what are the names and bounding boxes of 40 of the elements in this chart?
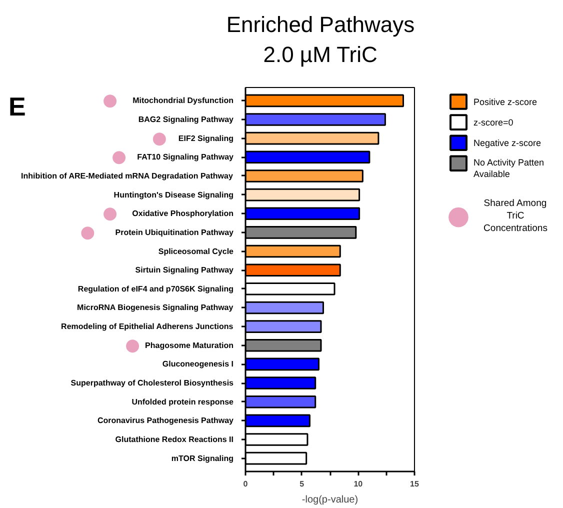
y-tick-label: Protein Ubiquitination Pathway	[115, 228, 234, 237]
text: E	[8, 91, 26, 122]
text: ●	[125, 335, 140, 356]
y-tick-label: Spliceosomal Cycle	[158, 246, 234, 256]
chart-title: Enriched Pathways	[226, 12, 415, 37]
y-tick-label: Remodeling of Epithelial Adherens Junctions	[61, 322, 234, 332]
x-tick-label: 0	[243, 480, 248, 488]
text: ●	[112, 147, 126, 168]
legend-label: Negative z-score	[474, 138, 542, 148]
y-tick-label: Inhibition of ARE-Mediated mRNA Degradation Pathway	[21, 171, 234, 180]
x-tick-label: 15	[410, 480, 420, 488]
y-tick-label: Huntington's Disease Signaling	[114, 190, 234, 200]
y-tick-label: Coronavirus Pathogenesis Pathway	[97, 416, 234, 426]
y-tick-label: Sirtuin Signaling Pathway	[135, 266, 234, 275]
legend-label: Positive z-score	[474, 96, 538, 107]
y-tick-label: Gluconeogenesis I	[162, 360, 234, 369]
y-tick-label: Oxidative Phosphorylation	[132, 209, 234, 218]
text: ●	[102, 90, 118, 111]
text: Shared Among TriC Concentrations	[484, 198, 548, 234]
text: ●	[80, 222, 96, 242]
x-axis-title: -log(p-value)	[302, 494, 358, 506]
legend-label: z-score=0	[474, 117, 514, 128]
legend-label: No Activity Patten Available	[474, 158, 544, 180]
y-tick-label: MicroRNA Biogenesis Signaling Pathway	[77, 303, 234, 312]
y-tick-label: Mitochondrial Dysfunction	[132, 96, 234, 106]
y-tick-label: EIF2 Signaling	[178, 134, 234, 143]
y-tick-label: Regulation of eIF4 and p70S6K Signaling	[78, 284, 234, 294]
y-tick-label: Phagosome Maturation	[145, 340, 234, 350]
x-tick-label: 10	[354, 480, 364, 488]
y-tick-label: Glutathione Redox Reactions II	[115, 435, 234, 444]
text: ●	[447, 201, 470, 232]
text: ●	[102, 204, 118, 224]
x-tick-label: 5	[300, 480, 305, 488]
y-tick-label: BAG2 Signaling Pathway	[138, 115, 234, 124]
y-tick-label: FAT10 Signaling Pathway	[137, 152, 234, 162]
y-tick-label: Unfolded protein response	[132, 397, 234, 406]
chart-subtitle: 2.0 µM TriC	[263, 42, 378, 67]
text: ●	[152, 128, 167, 148]
y-tick-label: mTOR Signaling	[171, 454, 234, 463]
y-tick-label: Superpathway of Cholesterol Biosynthesis	[70, 378, 234, 388]
